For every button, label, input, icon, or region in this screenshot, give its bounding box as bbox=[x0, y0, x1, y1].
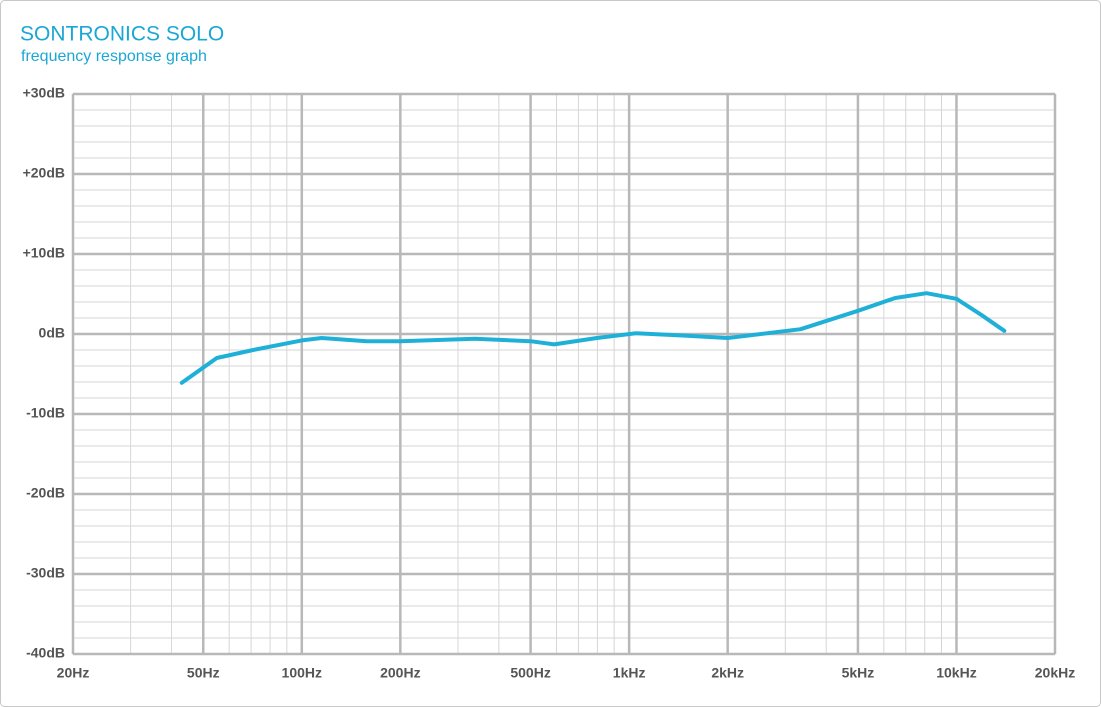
x-tick-label: 2kHz bbox=[711, 665, 744, 681]
x-tick-label: 500Hz bbox=[510, 665, 550, 681]
y-tick-label: -10dB bbox=[26, 405, 65, 421]
x-tick-label: 1kHz bbox=[613, 665, 646, 681]
x-tick-label: 50Hz bbox=[187, 665, 220, 681]
x-tick-label: 20Hz bbox=[57, 665, 90, 681]
x-tick-label: 5kHz bbox=[842, 665, 875, 681]
y-tick-label: -40dB bbox=[26, 645, 65, 661]
chart-subtitle: frequency response graph bbox=[21, 48, 207, 65]
chart-title: SONTRONICS SOLO bbox=[20, 23, 224, 46]
y-tick-label: +30dB bbox=[23, 85, 65, 101]
y-tick-label: -20dB bbox=[26, 485, 65, 501]
plot-area bbox=[72, 93, 1056, 655]
y-tick-label: -30dB bbox=[26, 565, 65, 581]
x-tick-label: 20kHz bbox=[1035, 665, 1075, 681]
series-line bbox=[179, 291, 1007, 385]
y-tick-label: 0dB bbox=[39, 325, 65, 341]
x-tick-label: 200Hz bbox=[380, 665, 420, 681]
x-tick-label: 100Hz bbox=[282, 665, 322, 681]
y-tick-label: +20dB bbox=[23, 165, 65, 181]
x-tick-label: 10kHz bbox=[936, 665, 976, 681]
y-tick-label: +10dB bbox=[23, 245, 65, 261]
